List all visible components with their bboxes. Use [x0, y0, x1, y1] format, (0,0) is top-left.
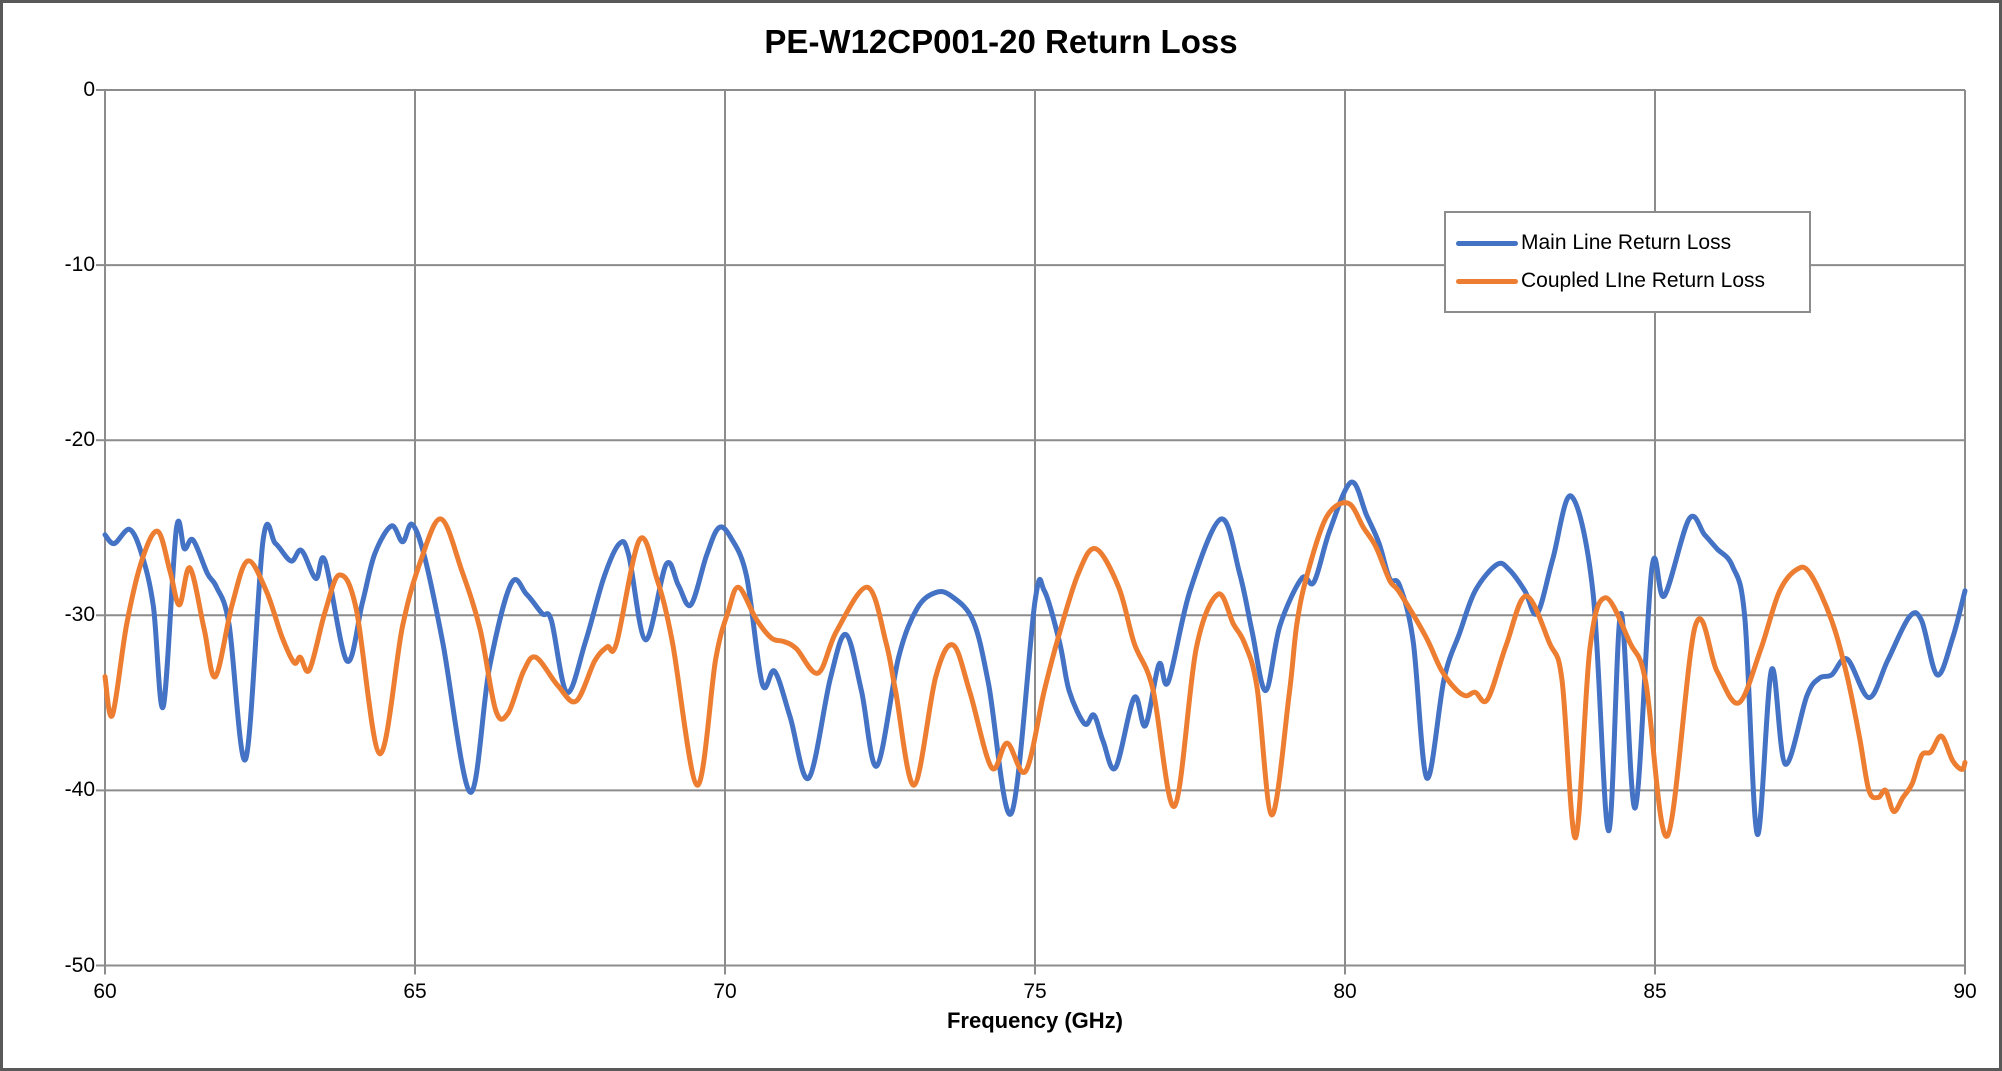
chart-canvas [96, 89, 1968, 975]
y-tick-label: -30 [64, 603, 95, 627]
x-tick-label: 65 [403, 979, 427, 1003]
x-tick-label: 90 [1953, 979, 1977, 1003]
legend-label-coupled: Coupled LIne Return Loss [1521, 269, 1765, 292]
y-tick-label: -10 [64, 253, 95, 277]
x-tick-label: 70 [713, 979, 737, 1003]
x-tick-label: 75 [1023, 979, 1047, 1003]
series-curve-0 [102, 479, 1968, 837]
x-tick-label: 85 [1643, 979, 1667, 1003]
y-tick-label: 0 [83, 78, 95, 101]
legend: Main Line Return Loss Coupled LIne Retur… [1444, 211, 1811, 313]
legend-item-main-line: Main Line Return Loss [1456, 231, 1809, 255]
y-tick-label: -40 [64, 778, 95, 802]
x-tick-label: 80 [1333, 979, 1357, 1003]
x-axis-title: Frequency (GHz) [946, 1008, 1124, 1033]
legend-item-coupled-line: Coupled LIne Return Loss [1456, 269, 1809, 293]
legend-label-main: Main Line Return Loss [1521, 231, 1732, 254]
legend-line-sample-main [1456, 240, 1518, 246]
y-tick-label: -50 [64, 953, 95, 977]
legend-line-sample-coupled [1456, 278, 1518, 284]
y-tick-label: -20 [64, 428, 95, 452]
series-curve-1 [102, 500, 1968, 841]
chart-title: PE-W12CP001-20 Return Loss [764, 23, 1238, 60]
x-tick-label: 60 [93, 979, 117, 1003]
